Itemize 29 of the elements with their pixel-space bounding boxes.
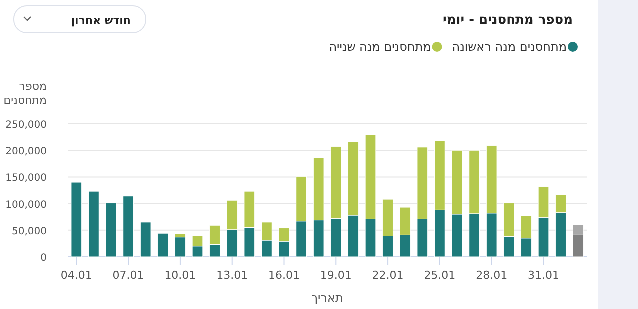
y-tick-label: 0 bbox=[40, 253, 47, 264]
bar bbox=[175, 237, 186, 258]
bar bbox=[71, 182, 82, 258]
y-tick-label: 150,000 bbox=[6, 173, 47, 184]
y-tick-label: 100,000 bbox=[6, 200, 47, 211]
bar bbox=[88, 191, 100, 258]
y-axis-title: מספר מתחסנים bbox=[4, 80, 47, 107]
bar bbox=[123, 196, 134, 258]
bar bbox=[106, 203, 117, 258]
bar bbox=[158, 233, 169, 258]
x-tick-label: 22.01 bbox=[372, 269, 404, 282]
x-tick-label: 28.01 bbox=[476, 269, 508, 282]
y-tick-label: 200,000 bbox=[6, 146, 47, 158]
control-dropdown: חודש אחרון bbox=[14, 6, 146, 34]
x-tick-label: 31.01 bbox=[528, 269, 560, 282]
x-axis-title: תאריך bbox=[312, 291, 344, 305]
x-tick-label: 16.01 bbox=[268, 269, 300, 282]
x-tick-label: 13.01 bbox=[216, 269, 248, 282]
x-tick-label: 10.01 bbox=[164, 269, 196, 282]
chart-title: מספר מתחסנים - יומי bbox=[443, 13, 573, 28]
legend-item: מתחסנים מנה שנייה bbox=[329, 40, 442, 54]
y-tick-label: 250,000 bbox=[6, 120, 47, 131]
x-tick-label: 07.01 bbox=[112, 269, 144, 282]
y-tick-label: 50,000 bbox=[12, 226, 47, 238]
x-tick-label: 25.01 bbox=[424, 269, 456, 282]
x-tick-label: 19.01 bbox=[320, 269, 352, 282]
legend-item: מתחסנים מנה ראשונה bbox=[452, 40, 578, 54]
x-tick-label: 04.01 bbox=[60, 269, 92, 282]
bar bbox=[140, 222, 152, 258]
